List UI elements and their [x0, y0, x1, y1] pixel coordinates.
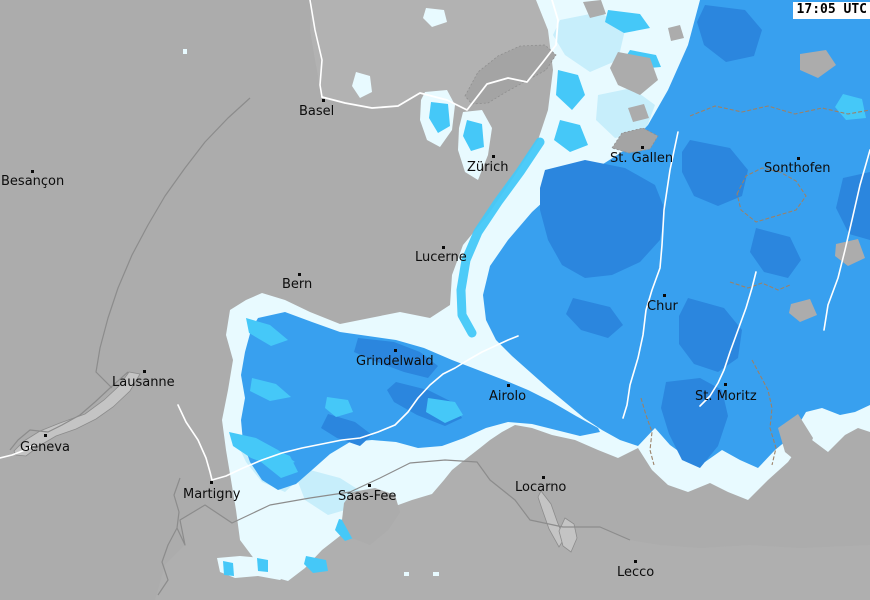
city-label: St. Moritz: [695, 389, 757, 404]
city-label: Lecco: [617, 565, 655, 580]
lake-constance-east: [611, 127, 659, 154]
timestamp-badge: 17:05 UTC: [792, 2, 870, 19]
city-label: Airolo: [489, 389, 527, 404]
city-label: Bern: [282, 277, 313, 292]
rivers: [0, 0, 870, 481]
city-label: Grindelwald: [356, 354, 434, 369]
borders-brown: [640, 105, 870, 466]
city-dot: [663, 294, 666, 297]
city-label: Lucerne: [415, 250, 467, 265]
east-river: [823, 149, 870, 331]
city-label: Geneva: [20, 440, 70, 455]
city-dot: [31, 170, 34, 173]
city-label: Sonthofen: [764, 161, 831, 176]
rhone-river: [177, 335, 519, 481]
city-dot: [143, 370, 146, 373]
city-label: Lausanne: [112, 375, 175, 390]
city-label: Besançon: [1, 174, 65, 189]
city-label: St. Gallen: [610, 151, 674, 166]
lake-maggiore: [537, 490, 565, 548]
city-label: Zürich: [467, 160, 509, 175]
city-dot: [442, 246, 445, 249]
city-dot: [322, 99, 325, 102]
city-dot: [542, 476, 545, 479]
inn-river: [699, 271, 757, 407]
city-dot: [641, 146, 644, 149]
city-dot: [797, 157, 800, 160]
alpine-rhine-river: [622, 131, 679, 419]
city-label: Martigny: [183, 487, 241, 502]
city-dot: [507, 384, 510, 387]
city-dot: [724, 383, 727, 386]
city-label: Saas-Fee: [338, 489, 397, 504]
city-dot: [492, 155, 495, 158]
rhine-river: [309, 0, 323, 98]
city-dot: [634, 560, 637, 563]
city-label: Locarno: [515, 480, 567, 495]
borders-gray: [9, 97, 631, 596]
city-label: Basel: [299, 104, 335, 119]
city-dot: [298, 273, 301, 276]
swiss-german-border: [321, 0, 559, 111]
rhone-outlet: [0, 443, 36, 459]
lake-constance: [464, 44, 557, 105]
city-dot: [394, 349, 397, 352]
city-dot: [44, 434, 47, 437]
city-label: Chur: [647, 299, 678, 314]
city-dot: [368, 484, 371, 487]
precipitation-layer: [183, 0, 870, 581]
city-dot: [210, 481, 213, 484]
